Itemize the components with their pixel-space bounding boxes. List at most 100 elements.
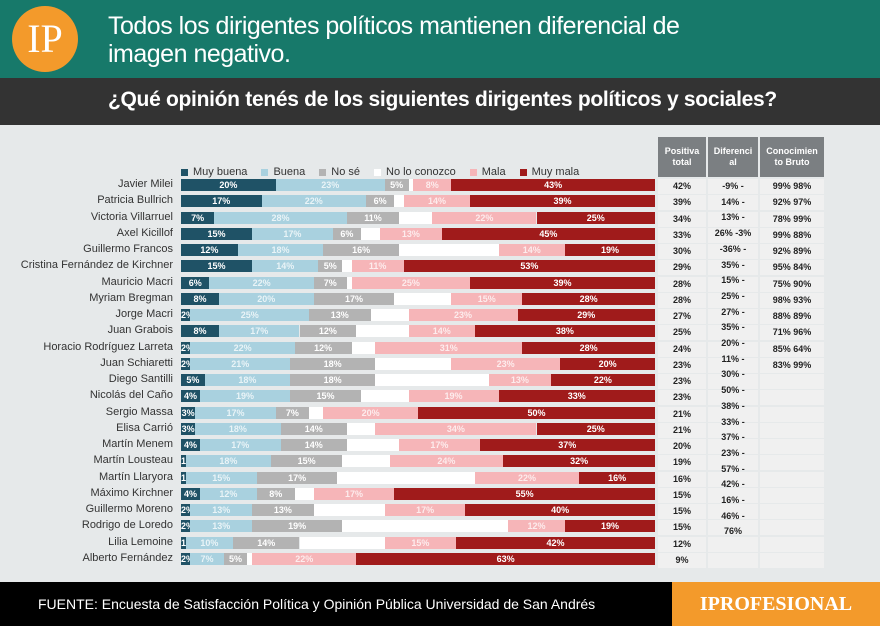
bar-segment-buena: 22% [190,341,295,354]
table-cell [658,244,706,259]
table-value-diferencial: 42% - [721,479,745,490]
table-value-diferencial: -36% - [719,243,747,254]
table-value-conocimiento: 92% 89% [772,246,812,256]
legend-swatch [261,168,269,176]
bar-segment-no-s-: 14% [280,439,347,451]
table-value-conocimiento: 78% 99% [772,213,812,224]
table-cell [708,309,758,324]
table-cell [658,211,706,227]
bar-segment-no-s-: 5% [384,179,409,191]
category-label: Diego Santilli [108,373,173,385]
legend-item: Muy buena [181,166,247,178]
bar-segment-mala: 22% [432,211,537,224]
table-cell [708,260,758,276]
bar-segment-no-lo-conozco [351,341,376,354]
bar-segment-muy-buena: 12% [181,244,238,256]
table-cell [760,292,824,308]
bar-segment-mala: 8% [413,179,452,191]
table-cell [708,179,758,194]
bar-segment-muy-mala: 50% [418,406,655,419]
table-cell [708,552,758,568]
table-value-conocimiento: 99% 98% [772,181,812,191]
bar-segment-mala: 17% [399,439,480,451]
bar-segment-muy-mala: 43% [451,179,655,191]
legend-swatch [469,168,477,176]
table-value-diferencial: 57% - [721,463,745,474]
bar-segment-muy-mala: 16% [579,471,655,484]
bar-segment-buena: 13% [190,520,253,533]
table-value-diferencial: 76% [723,526,742,537]
legend-item: Mala [469,166,506,178]
table-cell [708,487,758,503]
bar-segment-muy-mala: 32% [503,455,655,468]
bar-segment-buena: 28% [214,211,347,224]
table-value-positiva: 15% [672,489,691,500]
bar-segment-muy-buena: 4% [181,390,200,403]
table-cell [760,536,824,552]
table-cell [708,357,758,373]
table-value-positiva: 27% [672,311,691,321]
category-label: Elisa Carrió [116,421,173,434]
bar-segment-no-s-: 7% [275,406,309,419]
table-value-diferencial: 38% - [721,400,745,411]
table-value-positiva: 9% [675,554,689,565]
table-cell [658,357,706,373]
bar-segment-no-s-: 15% [271,455,343,468]
table-value-conocimiento: 88% 89% [772,311,812,321]
legend-label: No lo conozco [386,166,456,178]
table-value-positiva: 23% [672,392,691,403]
table-value-conocimiento: 99% 88% [772,229,812,240]
bar-segment-muy-buena: 2% [181,552,195,565]
legend-label: Muy buena [193,166,248,178]
bar-segment-buena: 17% [252,227,333,240]
table-value-positiva: 29% [672,262,691,273]
category-label: Myriam Bregman [89,291,173,304]
table-value-positiva: 12% [672,538,691,549]
table-cell [658,341,706,357]
table-value-diferencial: 33% - [721,416,745,427]
category-label: Sergio Massa [105,405,173,418]
table-cell [760,227,824,243]
bar-segment-no-lo-conozco [361,227,381,240]
category-label: Guillermo Francos [83,243,173,255]
table-cell [708,244,758,259]
category-label: Mauricio Macri [101,275,173,288]
table-value-diferencial: 46% - [721,510,745,521]
table-cell [658,536,706,552]
table-cell [760,309,824,324]
table-value-diferencial: 14% - [721,196,745,207]
category-label: Alberto Fernández [82,551,174,564]
table-cell [760,487,824,503]
bar-segment-no-lo-conozco [247,552,253,565]
bar-segment-no-lo-conozco [375,374,490,386]
category-label: Juan Schiaretti [100,356,173,369]
bar-segment-no-s-: 14% [233,536,300,549]
bar-segment-muy-buena: 20% [181,179,276,191]
bar-segment-no-lo-conozco [394,292,452,305]
table-cell [760,179,824,194]
legend-swatch [519,168,527,176]
table-value-conocimiento: 83% 99% [772,359,812,370]
bar-segment-mala: 11% [351,260,404,273]
bar-segment-no-lo-conozco [399,211,433,224]
legend-label: No sé [331,166,360,178]
bar-segment-muy-buena: 4% [181,439,200,451]
table-cell [708,504,758,519]
table-value-diferencial: 20% - [721,338,745,348]
bar-segment-muy-buena: 2% [181,520,195,533]
bar-segment-muy-mala: 33% [498,390,655,403]
table-cell [708,341,758,357]
table-cell [708,520,758,536]
table-value-positiva: 28% [672,294,691,305]
bar-segment-muy-mala: 45% [441,227,655,240]
bar-segment-muy-buena: 5% [181,374,205,386]
table-value-positiva: 21% [672,424,691,435]
subtitle-banner: ¿Qué opinión tenés de los siguientes dir… [0,78,880,125]
bar-segment-muy-buena: 2% [181,309,195,321]
category-label: Nicolás del Caño [89,389,173,402]
bar-segment-buena: 25% [190,309,309,321]
bar-segment-mala: 25% [351,276,471,289]
bar-segment-muy-mala: 40% [465,504,655,516]
table-cell [760,390,824,406]
table-cell [708,195,758,211]
